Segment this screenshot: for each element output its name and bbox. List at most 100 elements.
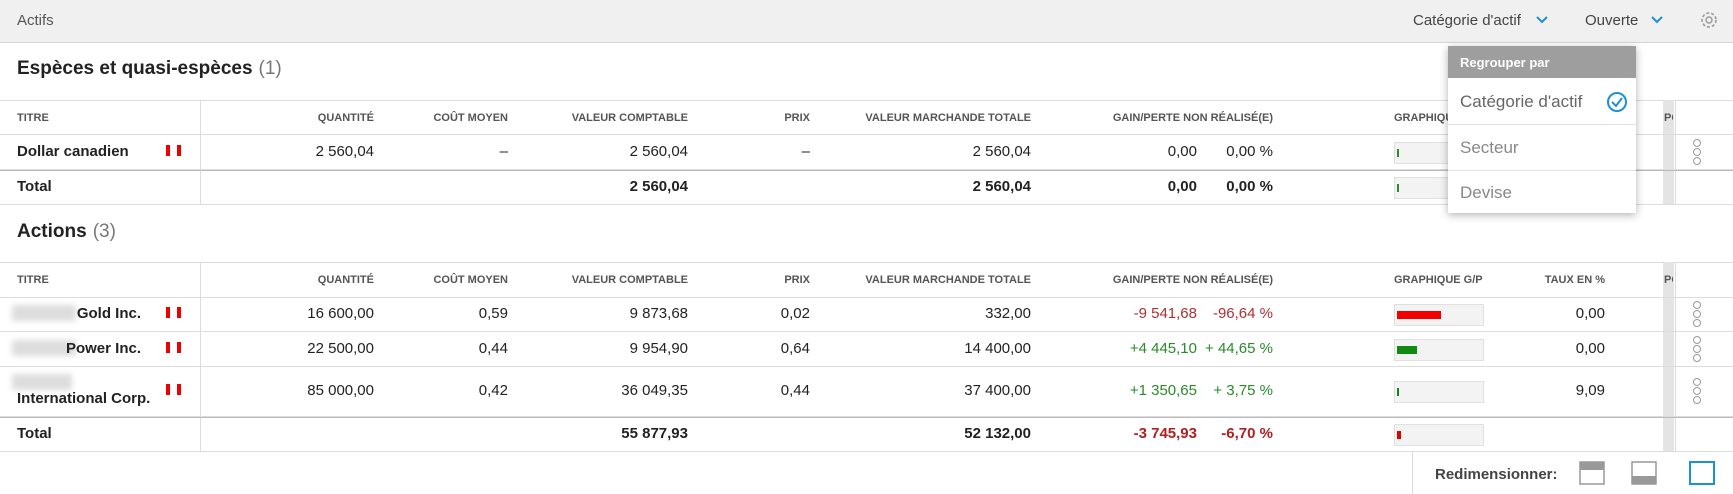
gp-bar bbox=[1397, 183, 1399, 192]
total-label: Total bbox=[17, 177, 52, 195]
settings-icon[interactable] bbox=[1699, 10, 1719, 30]
row-menu[interactable] bbox=[1693, 378, 1701, 404]
menu-option[interactable]: Secteur bbox=[1460, 138, 1519, 157]
security-name: Gold Inc. bbox=[76, 305, 141, 322]
gain-amount: -9 541,68 bbox=[1133, 305, 1197, 322]
security-name: Power Inc. bbox=[65, 339, 141, 357]
section-title: Actions (3) bbox=[17, 221, 116, 242]
column-header: GAIN/PERTE NON RÉALISÉ(E) bbox=[1112, 274, 1273, 286]
resize-small[interactable] bbox=[1579, 461, 1605, 485]
cell-market: 37 400,00 bbox=[964, 382, 1031, 399]
cell-book: 36 049,35 bbox=[621, 382, 688, 399]
cell-qty: 22 500,00 bbox=[307, 339, 374, 357]
status-button[interactable]: Ouverte bbox=[1585, 12, 1639, 29]
cell-market: 332,00 bbox=[985, 305, 1031, 322]
redacted bbox=[12, 374, 72, 390]
column-divider bbox=[1675, 100, 1676, 204]
menu-dot bbox=[1693, 387, 1701, 395]
menu-dot bbox=[1693, 396, 1701, 404]
cell-cost: 0,42 bbox=[478, 382, 508, 399]
column-header: QUANTITÉ bbox=[317, 274, 374, 286]
row-menu[interactable] bbox=[1693, 301, 1701, 327]
column-header: TITRE bbox=[17, 112, 49, 124]
menu-divider bbox=[1448, 170, 1636, 171]
scroll-strip bbox=[1663, 262, 1674, 451]
gain-pct: 0,00 % bbox=[1226, 142, 1273, 160]
menu-title: Regrouper par bbox=[1460, 55, 1550, 70]
column-header: PO bbox=[1664, 112, 1673, 124]
section-count: (1) bbox=[258, 58, 282, 79]
gp-bar bbox=[1397, 388, 1399, 396]
gain-amount: -3 745,93 bbox=[1133, 424, 1197, 442]
column-header: QUANTITÉ bbox=[317, 112, 374, 124]
cell-price: 0,02 bbox=[780, 305, 810, 322]
gain-pct: 0,00 % bbox=[1226, 177, 1273, 195]
cell-market: 2 560,04 bbox=[972, 177, 1031, 195]
cell-market: 52 132,00 bbox=[964, 424, 1031, 442]
divider bbox=[0, 331, 1733, 332]
menu-dot bbox=[1693, 301, 1701, 309]
column-header: VALEUR COMPTABLE bbox=[571, 274, 688, 286]
row-menu[interactable] bbox=[1693, 138, 1701, 165]
column-header: TITRE bbox=[17, 274, 49, 286]
column-divider bbox=[200, 262, 201, 451]
security-name: International Corp. bbox=[17, 390, 151, 407]
group-by-button[interactable]: Catégorie d'actif bbox=[1413, 12, 1521, 29]
row-menu[interactable] bbox=[1693, 335, 1701, 362]
chevron bbox=[1536, 16, 1548, 24]
flag-center bbox=[170, 144, 177, 156]
divider bbox=[0, 297, 1733, 298]
cell-price: 0,44 bbox=[780, 382, 810, 399]
column-header: GRAPHIQUE G/P bbox=[1394, 274, 1483, 286]
cell-book: 55 877,93 bbox=[621, 424, 688, 442]
menu-dot bbox=[1693, 147, 1701, 156]
divider bbox=[0, 451, 1733, 452]
divider bbox=[0, 100, 1733, 101]
cell-qty: 2 560,04 bbox=[315, 142, 374, 160]
selected-check bbox=[1607, 92, 1627, 112]
flag bbox=[166, 144, 181, 156]
gain-amount: 0,00 bbox=[1167, 177, 1197, 195]
column-header: PRIX bbox=[784, 112, 810, 124]
menu-dot bbox=[1693, 310, 1701, 318]
gp-bar bbox=[1397, 148, 1399, 157]
redacted bbox=[12, 339, 76, 356]
top-bar: Actifs Catégorie d'actif Ouverte bbox=[0, 0, 1733, 43]
cell-book: 9 954,90 bbox=[629, 339, 688, 357]
scroll-strip bbox=[1663, 100, 1674, 204]
gain-pct: -6,70 % bbox=[1221, 424, 1273, 442]
gp-chart bbox=[1394, 381, 1484, 403]
column-header: COÛT MOYEN bbox=[433, 274, 508, 286]
gp-bar bbox=[1397, 311, 1441, 319]
section-title: Espèces et quasi-espèces (1) bbox=[17, 58, 282, 79]
menu-option[interactable]: Catégorie d'actif bbox=[1460, 92, 1583, 111]
gain-amount: +4 445,10 bbox=[1129, 339, 1197, 357]
flag-center bbox=[170, 341, 177, 353]
cell-qty: 16 600,00 bbox=[307, 305, 374, 322]
gain-pct: -96,64 % bbox=[1212, 305, 1273, 322]
security-name: Dollar canadien bbox=[17, 142, 129, 160]
menu-option[interactable]: Devise bbox=[1460, 183, 1512, 202]
gp-chart bbox=[1394, 423, 1484, 446]
menu-dot bbox=[1693, 378, 1701, 386]
flag-center bbox=[170, 307, 177, 318]
divider bbox=[0, 366, 1733, 367]
column-header: VALEUR MARCHANDE TOTALE bbox=[865, 274, 1031, 286]
gain-amount: +1 350,65 bbox=[1129, 382, 1197, 399]
group-by-menu: Regrouper par Catégorie d'actif Secteur … bbox=[1448, 46, 1636, 213]
resize-label: Redimensionner: bbox=[1435, 466, 1558, 483]
flag bbox=[166, 341, 181, 353]
menu-header: Regrouper par bbox=[1448, 46, 1636, 78]
column-header: TAUX EN % bbox=[1544, 274, 1605, 286]
divider bbox=[0, 169, 1733, 170]
divider bbox=[0, 262, 1733, 263]
cell-rate: 9,09 bbox=[1575, 382, 1605, 399]
gain-amount: 0,00 bbox=[1167, 142, 1197, 160]
cell-book: 2 560,04 bbox=[629, 142, 688, 160]
resize-large[interactable] bbox=[1689, 461, 1715, 485]
section-count: (3) bbox=[92, 221, 116, 242]
column-header: GAIN/PERTE NON RÉALISÉ(E) bbox=[1112, 112, 1273, 124]
cell-book: 2 560,04 bbox=[629, 177, 688, 195]
gp-chart bbox=[1394, 338, 1484, 361]
resize-medium[interactable] bbox=[1631, 461, 1657, 485]
